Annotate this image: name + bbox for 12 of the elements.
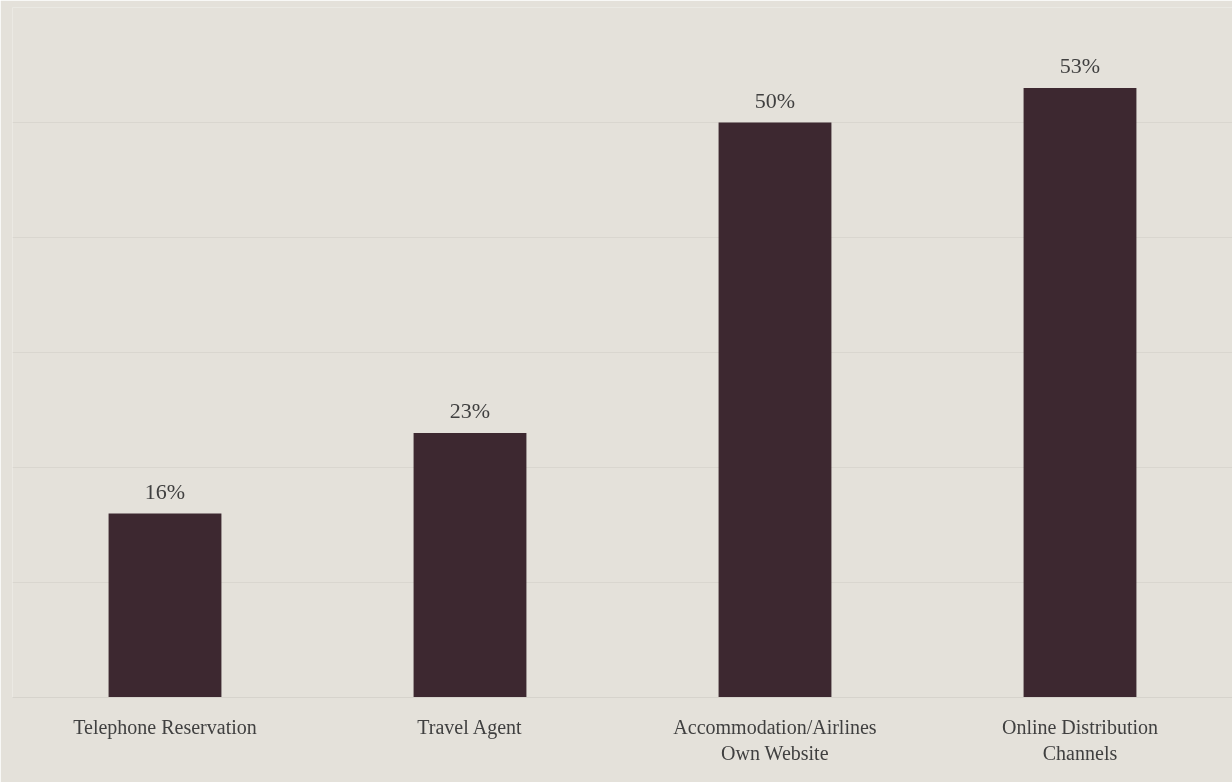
data-label: 16% (144, 478, 186, 504)
x-tick-label: Online Distribution Channels (1001, 715, 1159, 764)
bar (718, 122, 832, 698)
bar (1023, 88, 1137, 698)
bar (413, 433, 527, 698)
x-tick-label: Accommodation/Airlines Own Website (673, 715, 877, 764)
data-label: 53% (1059, 53, 1101, 78)
x-tick-label: Telephone Reservation (73, 715, 257, 739)
data-label: 50% (754, 87, 796, 113)
data-label: 23% (449, 398, 491, 423)
x-tick-label: Travel Agent (417, 715, 523, 739)
bar (108, 513, 222, 698)
